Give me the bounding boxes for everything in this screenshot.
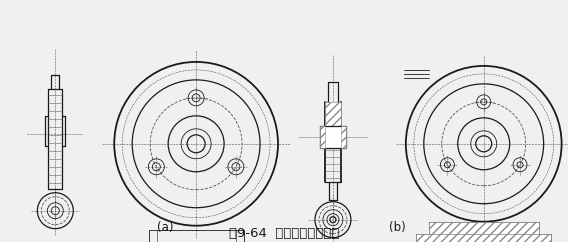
Text: (a): (a) bbox=[157, 221, 173, 234]
Text: (b): (b) bbox=[390, 221, 406, 234]
Bar bbox=[149, 230, 244, 242]
Bar bbox=[341, 126, 346, 148]
Text: 图9-64  蜗杆蜗轮啮合画法: 图9-64 蜗杆蜗轮啮合画法 bbox=[229, 227, 339, 240]
Bar bbox=[320, 126, 325, 148]
Bar bbox=[429, 222, 538, 234]
Bar bbox=[416, 234, 551, 242]
Bar bbox=[320, 126, 346, 148]
Bar bbox=[325, 102, 341, 132]
